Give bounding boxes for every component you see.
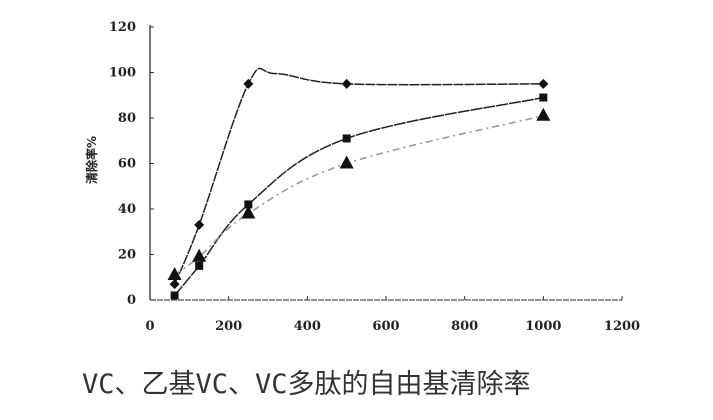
series-line bbox=[174, 96, 544, 296]
x-tick-label: 1000 bbox=[525, 319, 561, 334]
x-tick-label: 400 bbox=[294, 319, 321, 334]
triangle-marker bbox=[241, 205, 256, 219]
y-tick-label: 120 bbox=[109, 20, 136, 35]
triangle-marker bbox=[167, 266, 182, 280]
series-diamond bbox=[169, 67, 549, 290]
square-marker bbox=[342, 134, 351, 143]
x-tick-label: 1200 bbox=[604, 319, 640, 334]
plot-area bbox=[167, 67, 551, 300]
x-tick-label: 200 bbox=[215, 319, 242, 334]
y-axis-label: 清除率% bbox=[84, 136, 99, 184]
series-line bbox=[173, 67, 544, 285]
diamond-marker bbox=[538, 78, 549, 89]
x-tick-label: 600 bbox=[372, 319, 399, 334]
x-tick-label: 0 bbox=[145, 319, 154, 334]
y-tick-label: 40 bbox=[118, 202, 136, 217]
series-triangle bbox=[167, 107, 551, 280]
figure-caption: VC、乙基VC、VC多肽的自由基清除率 bbox=[82, 369, 531, 400]
diamond-marker bbox=[194, 219, 205, 230]
diamond-marker bbox=[243, 78, 254, 89]
series-line bbox=[174, 114, 544, 276]
y-tick-label: 80 bbox=[118, 111, 136, 126]
y-axis-title: 清除率% bbox=[84, 136, 99, 184]
triangle-marker bbox=[339, 155, 354, 169]
y-tick-label: 0 bbox=[127, 293, 136, 308]
y-tick-label: 60 bbox=[118, 157, 136, 172]
x-tick-label: 800 bbox=[451, 319, 478, 334]
series-square bbox=[170, 93, 548, 300]
y-tick-label: 100 bbox=[109, 66, 136, 81]
square-marker bbox=[244, 200, 253, 209]
square-marker bbox=[195, 261, 204, 270]
triangle-marker bbox=[192, 248, 207, 262]
square-marker bbox=[539, 93, 548, 102]
diamond-marker bbox=[341, 78, 352, 89]
square-marker bbox=[170, 291, 179, 300]
triangle-marker bbox=[536, 107, 551, 121]
y-tick-label: 20 bbox=[118, 248, 136, 263]
diamond-marker bbox=[169, 279, 180, 290]
